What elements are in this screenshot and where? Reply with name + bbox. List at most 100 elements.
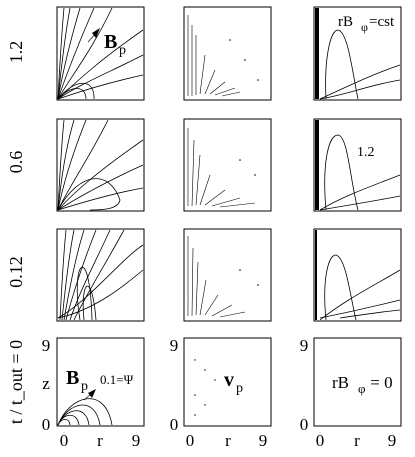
vector (199, 174, 211, 206)
rb-zero-suffix: = 0 (366, 373, 393, 392)
r-tick-0-c1: 0 (60, 431, 69, 450)
field-line (57, 398, 113, 426)
vector-dot (229, 39, 231, 41)
r-tick-0-c3: 0 (316, 431, 325, 450)
vector (191, 247, 194, 317)
panel-r1-c1 (56, 6, 145, 101)
field-line (57, 83, 95, 100)
bp-subscript-bottom: p (81, 379, 88, 394)
psi-label: 0.1=Ψ (100, 372, 134, 387)
field-line (57, 139, 144, 211)
row-label-3: 0.12 (6, 256, 26, 288)
field-line (57, 119, 65, 211)
contour-level-label: 1.2 (357, 145, 375, 160)
r-label-c3: r (354, 431, 360, 450)
contour-line (319, 174, 401, 211)
field-line (57, 244, 144, 319)
vector-dot (254, 174, 256, 176)
vector-dot (239, 159, 241, 161)
contour-line (319, 269, 401, 321)
contour-line (339, 309, 401, 319)
panel-r1-c2 (183, 6, 272, 101)
field-line (57, 74, 144, 100)
field-line (57, 269, 144, 319)
bp-annotation-top: B p (87, 28, 126, 58)
z-label-c1: z (42, 374, 50, 393)
field-line (82, 285, 97, 321)
field-line (57, 164, 144, 211)
vector (204, 189, 226, 206)
contour-line (319, 195, 401, 211)
vector (211, 304, 233, 317)
bp-annotation-bottom: B p 0.1=Ψ (66, 367, 134, 401)
field-line (57, 119, 109, 211)
vector-dot (239, 269, 241, 271)
vector-dot (204, 404, 206, 406)
vector (195, 261, 199, 316)
field-line (57, 7, 95, 100)
rb-contours (315, 8, 401, 321)
rb-zero-subscript: φ (358, 381, 366, 396)
rb-subscript: φ (361, 20, 368, 34)
vector-dot (257, 284, 259, 286)
z-tick-0-c1: 0 (42, 415, 51, 434)
vector-dot (194, 414, 196, 416)
bp-label: B (104, 31, 117, 53)
vector (209, 81, 226, 95)
axis-band (315, 230, 317, 320)
bp-field-lines (57, 7, 144, 426)
vector (221, 91, 241, 97)
r-tick-9-c2: 9 (259, 431, 268, 450)
panel-r2-c2 (183, 118, 272, 212)
panel-r3-c3 (313, 228, 402, 322)
bp-subscript: p (119, 43, 126, 58)
vector (219, 311, 246, 318)
vector-dot (214, 379, 216, 381)
z-tick-9-c3: 9 (300, 336, 309, 355)
vector-dot (244, 59, 246, 61)
field-line (57, 418, 71, 426)
row-label-1: 1.2 (6, 41, 26, 64)
field-line (57, 7, 65, 100)
z-tick-9-c1: 9 (42, 336, 51, 355)
contour-line (319, 299, 401, 319)
contour-line (319, 64, 401, 100)
vector (219, 202, 256, 208)
vp-subscript: p (236, 381, 243, 396)
bp-label-bottom: B (66, 367, 79, 389)
field-line (76, 267, 93, 321)
arrow-head-icon (88, 389, 96, 398)
vector (204, 294, 219, 316)
panel-r3-c1 (56, 228, 145, 322)
vp-vectors (187, 15, 259, 416)
field-line (57, 178, 121, 211)
rb-prefix: rB (338, 14, 353, 30)
field-line (57, 7, 81, 100)
z-tick-9-c2: 9 (170, 336, 179, 355)
rb-zero-annotation: rB φ = 0 (332, 373, 393, 396)
panel-r3-c2 (183, 228, 272, 322)
vector-cluster-row3 (187, 236, 246, 318)
contour-line (319, 79, 401, 100)
vector-dot (257, 79, 259, 81)
field-line (57, 88, 87, 100)
vector (204, 69, 216, 95)
vector-dot (204, 369, 206, 371)
field-line (57, 7, 113, 100)
vector-dot (194, 359, 196, 361)
vp-label: v (224, 369, 234, 391)
vector (199, 279, 207, 316)
panel-r4-c1 (56, 337, 145, 427)
vector (199, 54, 206, 95)
r-tick-9-c1: 9 (132, 431, 141, 450)
vector-cluster-row1 (187, 15, 241, 97)
field-line (61, 229, 75, 321)
arrow-head-icon (92, 28, 100, 38)
r-tick-0-c2: 0 (186, 431, 195, 450)
field-line (73, 229, 125, 321)
r-label-c2: r (225, 431, 231, 450)
field-line (59, 229, 67, 321)
axis-band (315, 120, 319, 210)
panel-r2-c3 (313, 118, 402, 212)
